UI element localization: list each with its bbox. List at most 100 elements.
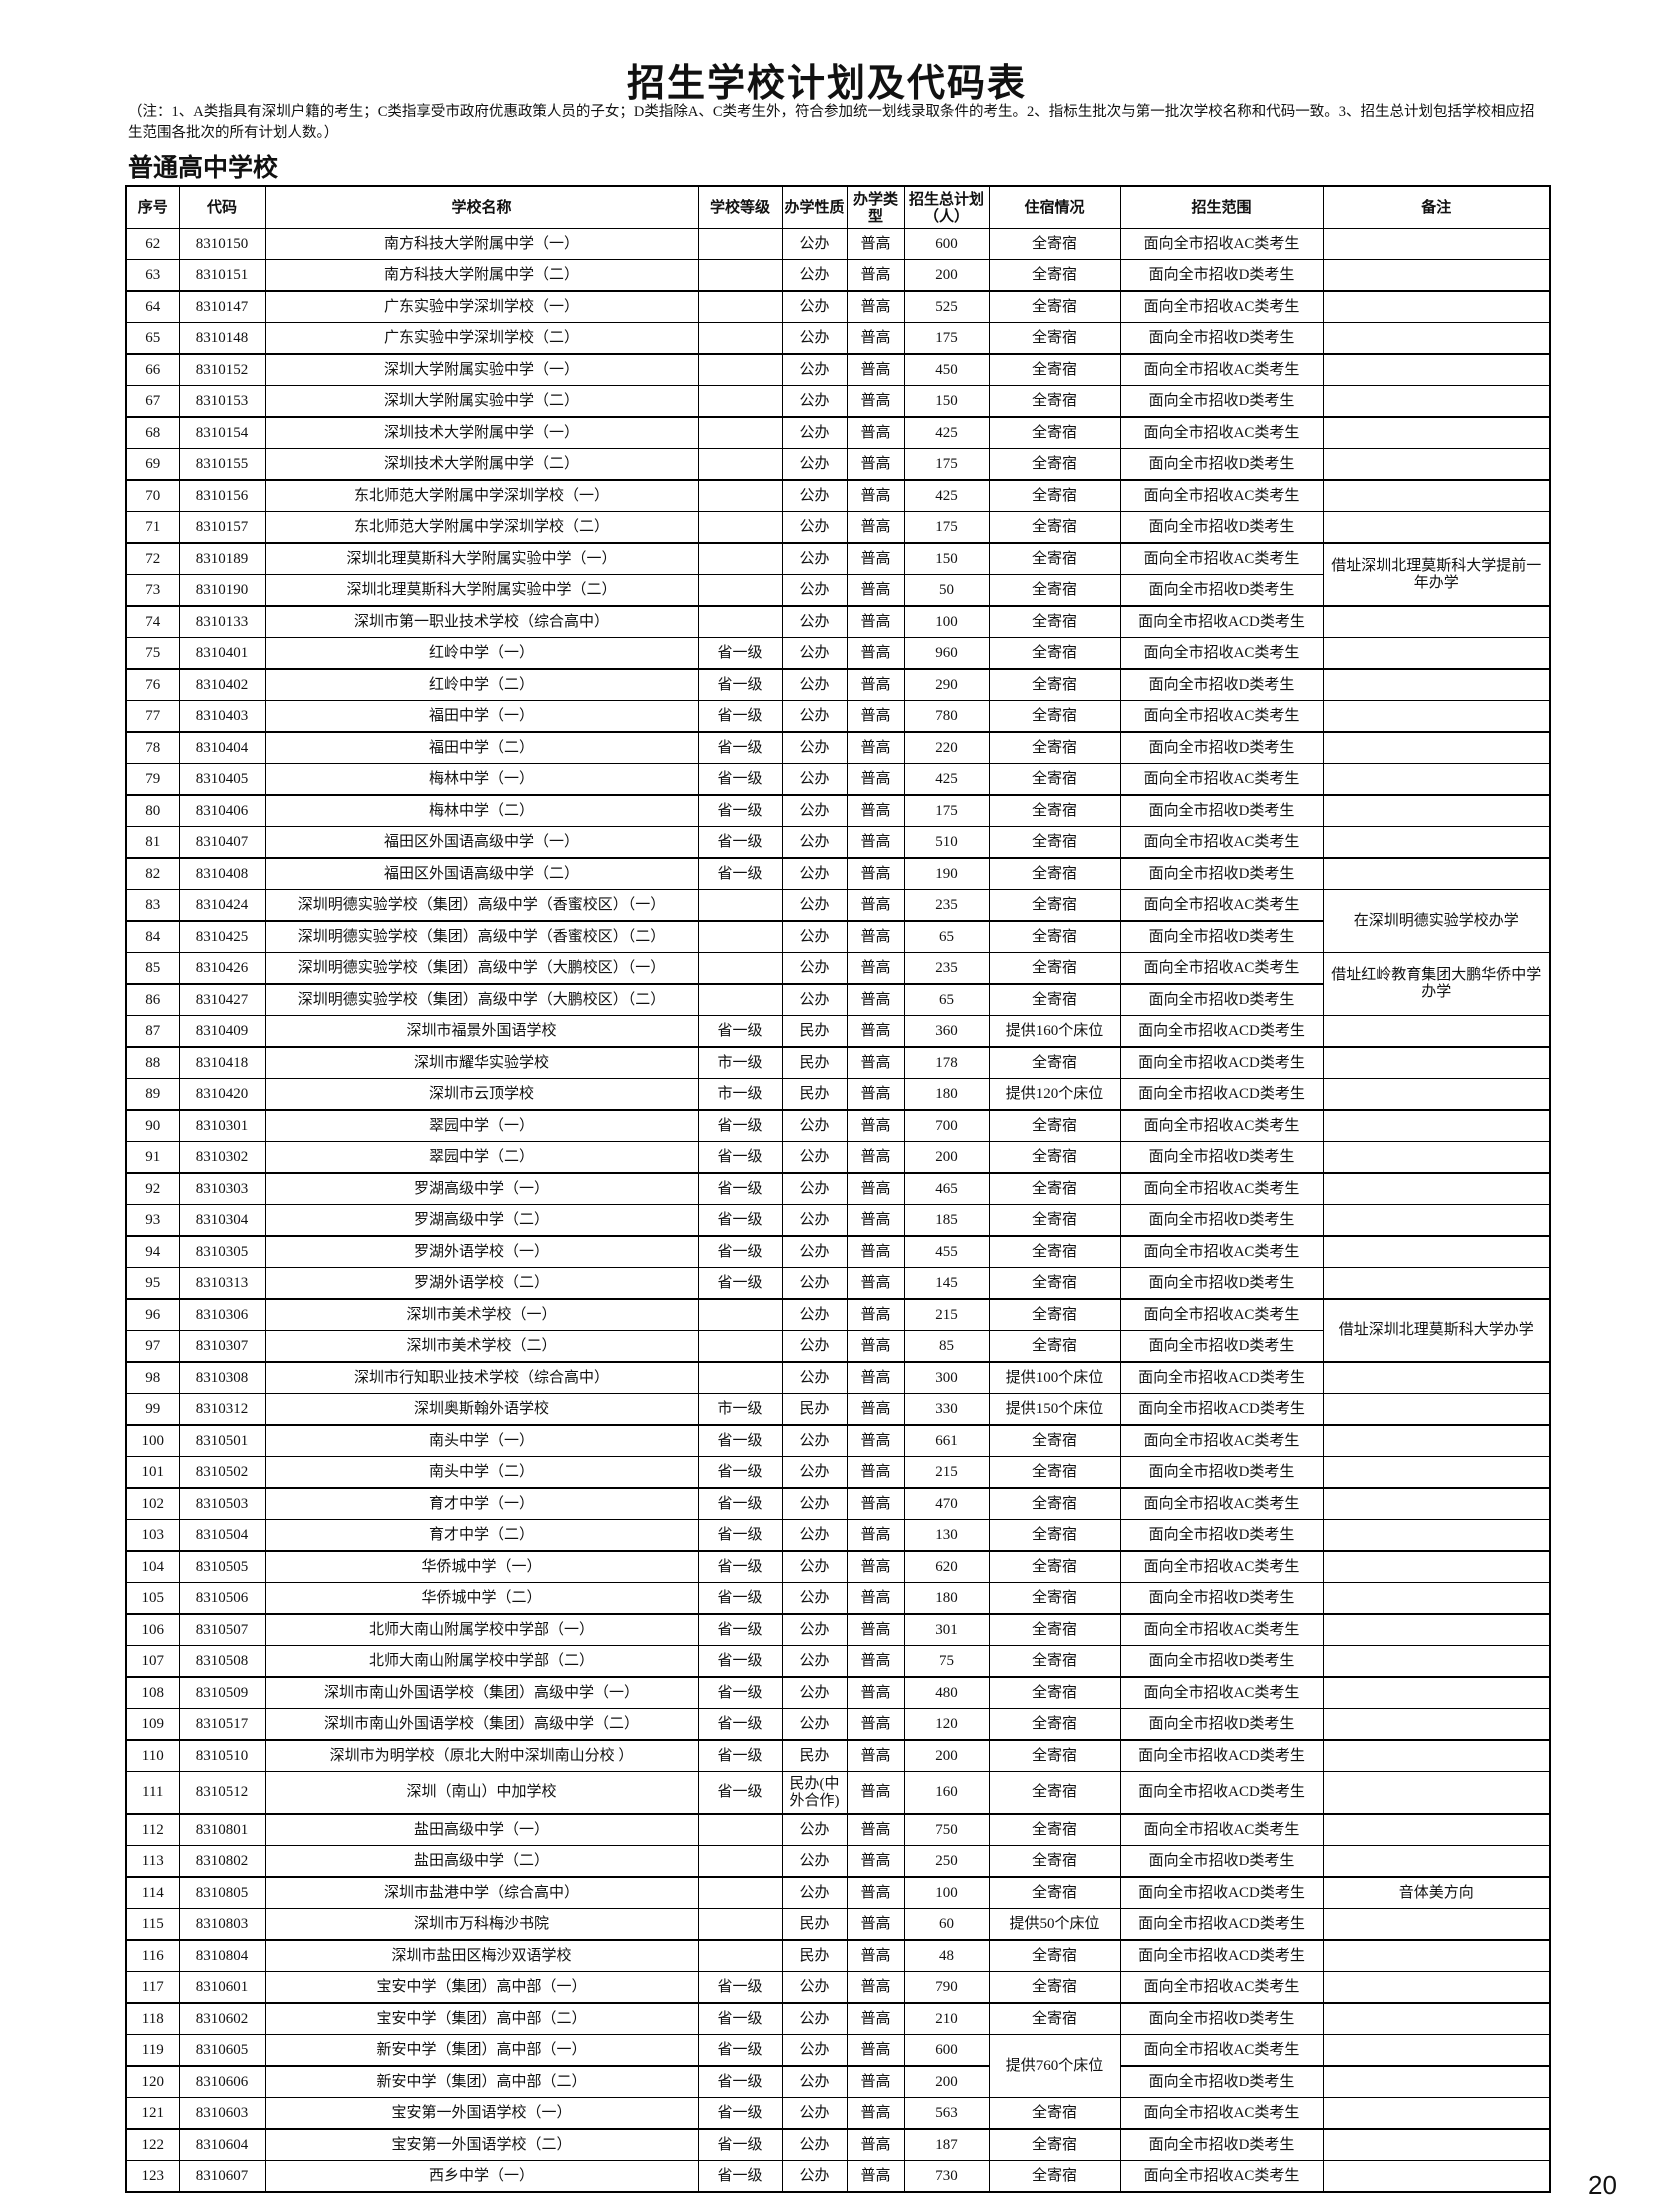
cell-lodging: 全寄宿 bbox=[988, 1613, 1121, 1646]
cell-enroll-scope: 面向全市招收D类考生 bbox=[1119, 983, 1324, 1016]
cell-school-name: 深圳明德实验学校（集团）高级中学（大鹏校区）（一） bbox=[264, 952, 699, 985]
cell-school-level: 省一级 bbox=[697, 2002, 783, 2035]
cell-code: 8310505 bbox=[178, 1550, 266, 1583]
cell-seq: 89 bbox=[125, 1078, 180, 1111]
cell-enroll-scope: 面向全市招收ACD类考生 bbox=[1119, 1078, 1324, 1111]
cell-enroll-scope: 面向全市招收AC类考生 bbox=[1119, 1613, 1324, 1646]
cell-code: 8310409 bbox=[178, 1015, 266, 1048]
page-number: 20 bbox=[1588, 2170, 1617, 2200]
cell-remark bbox=[1322, 857, 1551, 890]
cell-lodging: 全寄宿 bbox=[988, 1939, 1121, 1972]
table-row: 117 8310601 宝安中学（集团）高中部（一） 省一级 公办 普高 790 全寄宿 面向全… bbox=[125, 1971, 1551, 2004]
cell-lodging: 提供150个床位 bbox=[988, 1393, 1121, 1426]
cell-seq: 71 bbox=[125, 511, 180, 544]
cell-code: 8310508 bbox=[178, 1645, 266, 1678]
table-row: 72 8310189 深圳北理莫斯科大学附属实验中学（一） 公办 普高 150 全寄宿 面向全… bbox=[125, 542, 1551, 607]
cell-school-nature: 公办 bbox=[781, 290, 848, 323]
cell-remark bbox=[1322, 1519, 1551, 1552]
cell-remark bbox=[1322, 1708, 1551, 1741]
cell-code: 8310804 bbox=[178, 1939, 266, 1972]
cell-lodging: 全寄宿 bbox=[988, 1298, 1121, 1331]
cell-seq: 76 bbox=[125, 668, 180, 701]
cell-remark bbox=[1322, 794, 1551, 827]
table-row: 86 8310427 深圳明德实验学校（集团）高级中学（大鹏校区）（二） 公办 普高 65… bbox=[125, 983, 1550, 1016]
cell-school-type: 普高 bbox=[846, 857, 905, 890]
cell-lodging: 全寄宿 bbox=[988, 1424, 1121, 1457]
cell-school-level bbox=[697, 479, 783, 512]
cell-plan-total: 160 bbox=[903, 1771, 990, 1815]
cell-enroll-scope: 面向全市招收AC类考生 bbox=[1119, 1813, 1324, 1846]
cell-school-level: 省一级 bbox=[697, 1015, 783, 1048]
cell-school-nature: 公办 bbox=[781, 794, 848, 827]
cell-school-level: 省一级 bbox=[697, 1141, 783, 1174]
cell-seq: 63 bbox=[125, 259, 180, 292]
cell-lodging: 全寄宿 bbox=[988, 322, 1121, 355]
cell-lodging: 全寄宿 bbox=[988, 1109, 1121, 1142]
cell-enroll-scope: 面向全市招收D类考生 bbox=[1119, 2002, 1324, 2035]
cell-school-name: 翠园中学（一） bbox=[264, 1109, 699, 1142]
cell-code: 8310304 bbox=[178, 1204, 266, 1237]
cell-plan-total: 100 bbox=[903, 605, 990, 638]
cell-enroll-scope: 面向全市招收D类考生 bbox=[1119, 322, 1324, 355]
cell-school-name: 深圳北理莫斯科大学附属实验中学（二） bbox=[264, 574, 699, 607]
cell-seq: 64 bbox=[125, 290, 180, 323]
cell-code: 8310157 bbox=[178, 511, 266, 544]
cell-school-level bbox=[697, 448, 783, 481]
table-row: 113 8310802 盐田高级中学（二） 公办 普高 250 全寄宿 面向全市招收D类考生 bbox=[125, 1845, 1551, 1878]
table-row: 115 8310803 深圳市万科梅沙书院 民办 普高 60 提供50个床位 面向全市招收AC… bbox=[125, 1908, 1551, 1941]
cell-remark bbox=[1322, 1109, 1551, 1142]
table-row: 116 8310804 深圳市盐田区梅沙双语学校 民办 普高 48 全寄宿 面向全市招收ACD… bbox=[125, 1939, 1551, 1972]
cell-school-name: 深圳大学附属实验中学（一） bbox=[264, 353, 699, 386]
cell-seq: 88 bbox=[125, 1046, 180, 1079]
cell-seq: 66 bbox=[125, 353, 180, 386]
cell-school-name: 福田中学（二） bbox=[264, 731, 699, 764]
header-school-name: 学校名称 bbox=[264, 185, 699, 229]
cell-school-level: 省一级 bbox=[697, 1235, 783, 1268]
table-row: 101 8310502 南头中学（二） 省一级 公办 普高 215 全寄宿 面向全市招收D类考生 bbox=[125, 1456, 1551, 1489]
cell-school-nature: 公办 bbox=[781, 1613, 848, 1646]
cell-school-type: 普高 bbox=[846, 2002, 905, 2035]
cell-school-name: 深圳明德实验学校（集团）高级中学（香蜜校区）（二） bbox=[264, 920, 699, 953]
cell-code: 8310510 bbox=[178, 1739, 266, 1772]
table-row: 68 8310154 深圳技术大学附属中学（一） 公办 普高 425 全寄宿 面向全市招收AC… bbox=[125, 416, 1551, 449]
cell-school-nature: 公办 bbox=[781, 1519, 848, 1552]
cell-school-name: 新安中学（集团）高中部（二） bbox=[264, 2065, 699, 2098]
cell-seq: 68 bbox=[125, 416, 180, 449]
cell-school-type: 普高 bbox=[846, 700, 905, 733]
cell-school-type: 普高 bbox=[846, 1456, 905, 1489]
cell-seq: 98 bbox=[125, 1361, 180, 1394]
cell-seq: 101 bbox=[125, 1456, 180, 1489]
cell-school-nature: 公办 bbox=[781, 1267, 848, 1300]
cell-seq: 111 bbox=[125, 1771, 180, 1815]
cell-seq: 106 bbox=[125, 1613, 180, 1646]
cell-school-type: 普高 bbox=[846, 322, 905, 355]
cell-school-nature: 公办 bbox=[781, 889, 848, 922]
cell-school-name: 红岭中学（一） bbox=[264, 637, 699, 670]
cell-lodging: 全寄宿 bbox=[988, 1582, 1121, 1615]
cell-school-nature: 公办 bbox=[781, 1550, 848, 1583]
cell-remark bbox=[1322, 1267, 1551, 1300]
cell-school-type: 普高 bbox=[846, 385, 905, 418]
cell-plan-total: 425 bbox=[903, 416, 990, 449]
cell-code: 8310151 bbox=[178, 259, 266, 292]
cell-lodging: 提供100个床位 bbox=[988, 1361, 1121, 1394]
cell-lodging: 全寄宿 bbox=[988, 1046, 1121, 1079]
table-row: 90 8310301 翠园中学（一） 省一级 公办 普高 700 全寄宿 面向全市招收AC类考生 bbox=[125, 1109, 1551, 1142]
cell-plan-total: 425 bbox=[903, 479, 990, 512]
cell-school-name: 华侨城中学（二） bbox=[264, 1582, 699, 1615]
cell-seq: 116 bbox=[125, 1939, 180, 1972]
cell-school-nature: 公办 bbox=[781, 983, 848, 1016]
cell-school-type: 普高 bbox=[846, 1330, 905, 1363]
cell-code: 8310302 bbox=[178, 1141, 266, 1174]
cell-school-level: 省一级 bbox=[697, 2034, 783, 2067]
cell-school-level: 省一级 bbox=[697, 2128, 783, 2161]
cell-plan-total: 960 bbox=[903, 637, 990, 670]
cell-school-type: 普高 bbox=[846, 983, 905, 1016]
cell-seq: 81 bbox=[125, 826, 180, 859]
cell-seq: 108 bbox=[125, 1676, 180, 1709]
cell-remark bbox=[1322, 2128, 1551, 2161]
cell-school-type: 普高 bbox=[846, 1676, 905, 1709]
cell-lodging: 全寄宿 bbox=[988, 228, 1121, 260]
cell-school-type: 普高 bbox=[846, 1172, 905, 1205]
cell-school-type: 普高 bbox=[846, 1424, 905, 1457]
